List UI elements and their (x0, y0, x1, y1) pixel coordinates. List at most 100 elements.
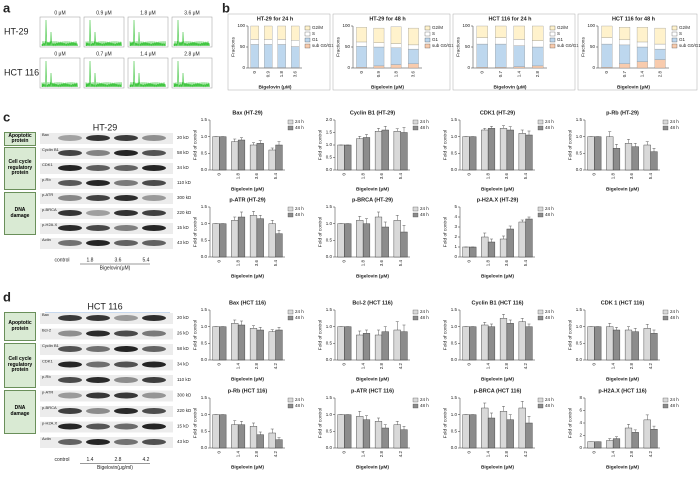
blot-band (58, 439, 82, 445)
bar (650, 429, 658, 449)
error-bar (383, 424, 387, 428)
legend-label: 24 h (545, 309, 554, 314)
protein-label: Cyclin B1 (42, 147, 60, 152)
weight-label: 26 kD (177, 331, 190, 336)
bar (381, 226, 389, 258)
error-bar (233, 319, 237, 324)
bar (624, 143, 633, 171)
error-bar (483, 322, 487, 325)
panel-label: b (222, 0, 230, 15)
x-tick-label: 0 (342, 451, 347, 454)
x-tick-label: 3.6 (629, 173, 634, 180)
blot-band (86, 346, 110, 352)
y-tick-label: 1.5 (451, 395, 458, 400)
bar (643, 328, 651, 361)
y-tick-label: 0.0 (326, 445, 333, 450)
y-tick-label: 0.0 (451, 357, 458, 362)
x-tick-label: 0 (604, 71, 609, 74)
chart-title: Bax (HT-29) (232, 110, 262, 116)
y-tick-label: 0.0 (576, 357, 583, 362)
bar (237, 216, 246, 258)
bar (506, 228, 514, 258)
legend-label: 48 h (545, 125, 554, 130)
bar (219, 136, 227, 171)
x-axis-label: Bigelovin (μM) (617, 84, 650, 90)
bar-segment (250, 44, 259, 68)
bar (499, 238, 508, 258)
y-tick-label: 0 (347, 65, 350, 70)
weight-label: 220 kD (177, 210, 192, 215)
bar (643, 419, 651, 449)
y-tick-label: 0 (242, 65, 245, 70)
y-axis-label: Fold of control (317, 130, 323, 160)
blot-xlabel: Bigelovin(μg/ml) (97, 465, 133, 471)
error-bar (627, 424, 630, 428)
x-tick-label: 5.4 (398, 260, 403, 267)
chart-title: p-H2A.X (HCT 116) (598, 388, 646, 394)
blot-band (114, 392, 138, 399)
bar-segment (619, 63, 631, 69)
bar-segment (495, 43, 507, 68)
blot-band (86, 408, 110, 414)
blot-band (86, 180, 110, 186)
lane-label: 4.2 (143, 457, 150, 463)
x-axis-label: Bigelovin (μM) (481, 376, 514, 382)
legend-label: S (312, 31, 315, 36)
lane-label: 3.6 (115, 257, 122, 263)
blot-band (114, 408, 138, 414)
blot-title: HCT 116 (87, 301, 122, 311)
bar (506, 323, 514, 361)
chart-title: CDK 1 (HCT 116) (601, 300, 645, 306)
blot-band (114, 423, 138, 430)
legend-label: 48 h (295, 125, 304, 130)
error-bar (608, 131, 612, 137)
bar-segment (250, 39, 259, 45)
group-label: Cell cycle regulatory protein (4, 147, 36, 190)
bar (469, 136, 477, 171)
y-tick-label: 1 (454, 244, 457, 249)
error-bar (233, 216, 237, 221)
legend-swatch (671, 43, 678, 49)
legend-swatch (671, 37, 678, 43)
error-bar (527, 323, 531, 327)
protein-label: p-Rb (42, 374, 51, 379)
bar (256, 434, 264, 449)
legend-label: S (432, 31, 435, 36)
x-tick-label: 0 (467, 451, 472, 454)
bar (237, 139, 246, 171)
bar (400, 231, 408, 258)
legend-label: G2/M (432, 25, 443, 30)
blot-title: HT-29 (93, 122, 118, 132)
y-tick-label: 0.0 (451, 167, 458, 172)
error-bar (402, 127, 406, 133)
bar-segment (532, 46, 544, 67)
bar (631, 432, 639, 449)
x-tick-label: 0 (342, 260, 347, 263)
x-tick-label: 1.4 (360, 363, 365, 370)
x-tick-label: 1.8 (393, 71, 398, 78)
legend-label: G2/M (557, 25, 568, 30)
bar-segment (601, 37, 613, 45)
bar (256, 218, 264, 258)
legend-swatch (537, 309, 544, 315)
x-tick-label: 0.7 (498, 71, 503, 78)
y-axis-label: Fold of control (442, 130, 448, 160)
blot-band (114, 240, 138, 246)
x-axis-label: Bigelovin (μM) (356, 186, 389, 192)
blot-band (58, 315, 82, 321)
legend-swatch (549, 37, 556, 43)
bar (219, 326, 227, 361)
error-bar (633, 143, 637, 147)
bar-segment (636, 41, 648, 48)
error-bar (508, 126, 512, 130)
bar (481, 407, 489, 449)
y-tick-label: 1.0 (201, 134, 208, 139)
y-tick-label: 100 (342, 23, 350, 28)
bar (525, 422, 533, 449)
error-bar (365, 329, 368, 334)
blot-strip (40, 208, 173, 219)
error-bar (520, 129, 524, 134)
legend-label: 24 h (420, 206, 429, 211)
error-bar (608, 438, 612, 441)
legend-label: 48 h (420, 315, 429, 320)
